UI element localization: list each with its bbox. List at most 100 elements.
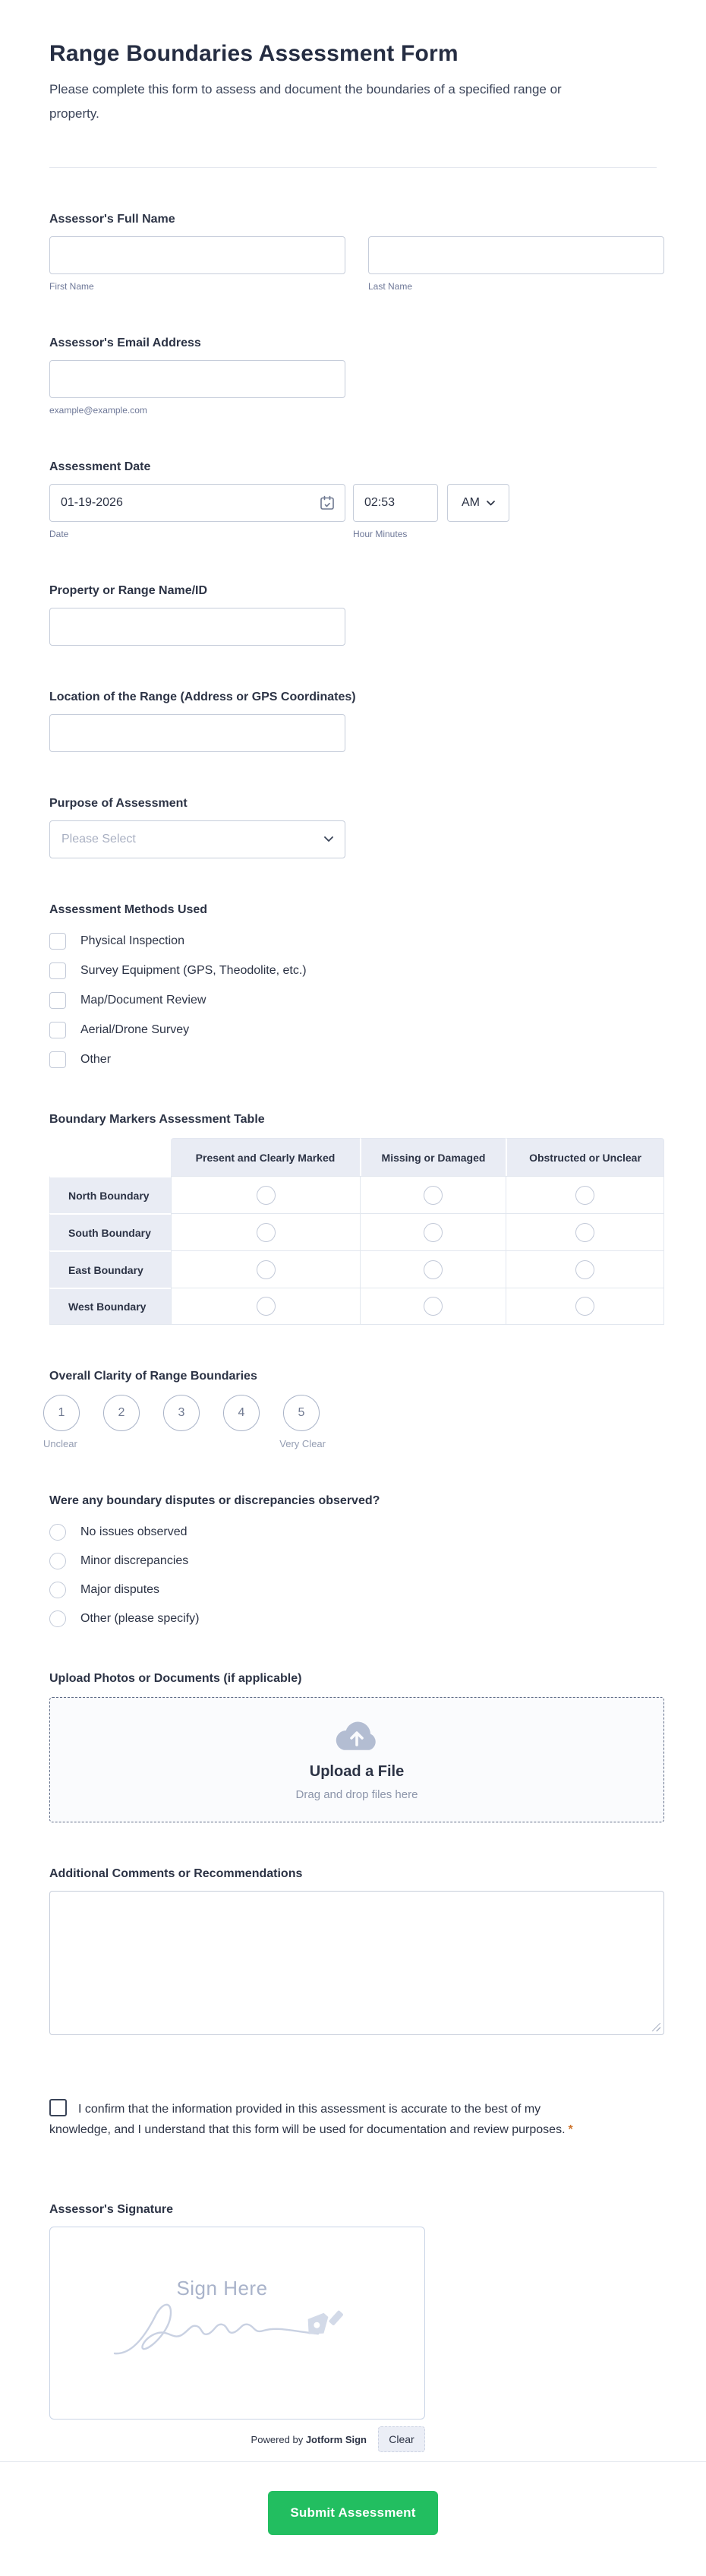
- last-name-input[interactable]: [368, 236, 664, 274]
- matrix-radio[interactable]: [575, 1185, 594, 1205]
- property-input[interactable]: [49, 608, 345, 646]
- calendar-icon[interactable]: [319, 495, 336, 511]
- signature-pad[interactable]: Sign Here: [49, 2227, 425, 2420]
- checkbox[interactable]: [49, 992, 66, 1009]
- matrix-row-east: East Boundary: [49, 1250, 664, 1288]
- resize-grip-icon[interactable]: [652, 2023, 660, 2031]
- question-boundary-matrix: Boundary Markers Assessment Table Presen…: [49, 1112, 664, 1325]
- cloud-upload-icon: [336, 1721, 376, 1750]
- dispute-option-major[interactable]: Major disputes: [49, 1582, 664, 1598]
- question-email: Assessor's Email Address example@example…: [49, 336, 664, 416]
- footer-divider: [0, 2461, 706, 2462]
- checkbox[interactable]: [49, 1051, 66, 1068]
- first-name-sublabel: First Name: [49, 281, 94, 292]
- required-asterisk: *: [568, 2123, 573, 2136]
- dispute-option-minor[interactable]: Minor discrepancies: [49, 1553, 664, 1569]
- clarity-label: Overall Clarity of Range Boundaries: [49, 1370, 257, 1383]
- question-purpose: Purpose of Assessment Please Select: [49, 796, 664, 858]
- matrix-radio[interactable]: [256, 1222, 276, 1242]
- page-title: Range Boundaries Assessment Form: [49, 41, 459, 66]
- dispute-option-no-issues[interactable]: No issues observed: [49, 1524, 664, 1541]
- method-option-aerial-survey[interactable]: Aerial/Drone Survey: [49, 1022, 664, 1038]
- scale-option-2[interactable]: 2: [103, 1395, 140, 1431]
- question-methods: Assessment Methods Used Physical Inspect…: [49, 902, 664, 1068]
- matrix-col-header: Present and Clearly Marked: [171, 1138, 360, 1176]
- ampm-select[interactable]: AM: [447, 484, 509, 522]
- form-header: Range Boundaries Assessment Form Please …: [0, 0, 706, 168]
- powered-by-text: Powered by Jotform Sign: [251, 2433, 367, 2445]
- matrix-radio[interactable]: [424, 1222, 443, 1242]
- matrix-radio[interactable]: [575, 1297, 594, 1316]
- rating-scale: 1 2 3 4 5: [43, 1395, 664, 1431]
- question-assessment-date: Assessment Date AM: [49, 460, 664, 539]
- method-option-physical-inspection[interactable]: Physical Inspection: [49, 933, 664, 950]
- boundary-markers-table: Present and Clearly Marked Missing or Da…: [49, 1138, 664, 1325]
- question-clarity-scale: Overall Clarity of Range Boundaries 1 2 …: [43, 1369, 664, 1449]
- matrix-radio[interactable]: [424, 1297, 443, 1316]
- form-footer: Submit Assessment: [0, 2462, 706, 2571]
- method-option-map-review[interactable]: Map/Document Review: [49, 992, 664, 1009]
- matrix-radio[interactable]: [256, 1297, 276, 1316]
- email-input[interactable]: [49, 360, 345, 398]
- submit-button[interactable]: Submit Assessment: [268, 2491, 438, 2535]
- signature-label: Assessor's Signature: [49, 2203, 173, 2216]
- signature-squiggle-icon: [113, 2303, 343, 2354]
- question-location: Location of the Range (Address or GPS Co…: [49, 690, 664, 752]
- scale-option-5[interactable]: 5: [283, 1395, 320, 1431]
- email-label: Assessor's Email Address: [49, 337, 201, 349]
- matrix-radio[interactable]: [575, 1260, 594, 1279]
- disputes-label: Were any boundary disputes or discrepanc…: [49, 1494, 380, 1507]
- radio-button[interactable]: [49, 1610, 66, 1627]
- checkbox[interactable]: [49, 1022, 66, 1038]
- question-property-name: Property or Range Name/ID: [49, 583, 664, 646]
- radio-button[interactable]: [49, 1553, 66, 1569]
- confirm-text: I confirm that the information provided …: [49, 2103, 566, 2136]
- question-upload: Upload Photos or Documents (if applicabl…: [49, 1671, 664, 1822]
- chevron-down-icon: [324, 836, 333, 842]
- matrix-radio[interactable]: [424, 1260, 443, 1279]
- location-label: Location of the Range (Address or GPS Co…: [49, 691, 356, 703]
- confirmation-statement: I confirm that the information provided …: [49, 2099, 600, 2140]
- matrix-row-west: West Boundary: [49, 1288, 664, 1325]
- scale-option-3[interactable]: 3: [163, 1395, 200, 1431]
- checkbox[interactable]: [49, 962, 66, 979]
- last-name-sublabel: Last Name: [368, 281, 413, 292]
- question-full-name: Assessor's Full Name First Name Last Nam…: [49, 212, 664, 292]
- purpose-select[interactable]: Please Select: [49, 820, 345, 858]
- matrix-row-header: East Boundary: [49, 1250, 171, 1288]
- confirm-checkbox[interactable]: [49, 2099, 67, 2116]
- matrix-radio[interactable]: [424, 1185, 443, 1205]
- matrix-row-header: West Boundary: [49, 1288, 171, 1325]
- sign-here-placeholder: Sign Here: [176, 2276, 268, 2299]
- radio-button[interactable]: [49, 1524, 66, 1541]
- upload-button-text: Upload a File: [309, 1762, 405, 1780]
- upload-dropzone[interactable]: Upload a File Drag and drop files here: [49, 1697, 664, 1822]
- page-subtitle: Please complete this form to assess and …: [49, 82, 562, 121]
- checkbox[interactable]: [49, 933, 66, 950]
- date-input[interactable]: [49, 484, 345, 522]
- matrix-radio[interactable]: [256, 1185, 276, 1205]
- scale-option-4[interactable]: 4: [223, 1395, 260, 1431]
- comments-textarea[interactable]: [49, 1891, 664, 2035]
- time-input[interactable]: [353, 484, 438, 522]
- matrix-radio[interactable]: [256, 1260, 276, 1279]
- question-signature: Assessor's Signature Sign Here Powered b…: [49, 2202, 664, 2452]
- matrix-radio[interactable]: [575, 1222, 594, 1242]
- matrix-row-north: North Boundary: [49, 1176, 664, 1213]
- clear-signature-button[interactable]: Clear: [378, 2426, 425, 2452]
- dispute-option-other[interactable]: Other (please specify): [49, 1610, 664, 1627]
- radio-button[interactable]: [49, 1582, 66, 1598]
- method-option-other[interactable]: Other: [49, 1051, 664, 1068]
- matrix-col-header: Missing or Damaged: [360, 1138, 506, 1176]
- date-label: Assessment Date: [49, 460, 151, 473]
- scale-option-1[interactable]: 1: [43, 1395, 80, 1431]
- ampm-value: AM: [462, 496, 480, 509]
- location-input[interactable]: [49, 714, 345, 752]
- method-option-survey-equipment[interactable]: Survey Equipment (GPS, Theodolite, etc.): [49, 962, 664, 979]
- property-label: Property or Range Name/ID: [49, 584, 208, 597]
- header-divider: [49, 167, 657, 168]
- upload-label: Upload Photos or Documents (if applicabl…: [49, 1672, 302, 1685]
- chevron-down-icon: [487, 500, 495, 505]
- first-name-input[interactable]: [49, 236, 345, 274]
